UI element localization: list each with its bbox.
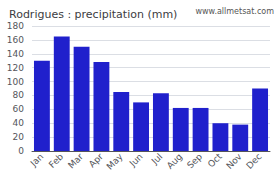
svg-text:Dec: Dec [244, 151, 263, 170]
svg-text:140: 140 [7, 49, 24, 59]
svg-text:Feb: Feb [47, 151, 66, 170]
svg-text:Jun: Jun [127, 151, 145, 169]
svg-text:Jan: Jan [28, 151, 46, 169]
svg-text:Nov: Nov [224, 151, 244, 171]
svg-text:www.allmetsat.com: www.allmetsat.com [196, 7, 275, 16]
svg-text:180: 180 [7, 21, 24, 31]
svg-text:0: 0 [18, 146, 24, 156]
svg-text:Oct: Oct [206, 151, 224, 169]
svg-text:80: 80 [13, 90, 25, 100]
svg-text:May: May [105, 151, 126, 172]
svg-text:60: 60 [13, 104, 25, 114]
svg-text:40: 40 [13, 118, 25, 128]
svg-text:20: 20 [13, 132, 25, 142]
svg-text:100: 100 [7, 77, 24, 87]
svg-text:Mar: Mar [66, 151, 85, 170]
svg-text:Sep: Sep [185, 151, 204, 170]
svg-text:120: 120 [7, 63, 24, 73]
svg-text:Apr: Apr [87, 151, 105, 169]
svg-text:Aug: Aug [165, 151, 184, 170]
svg-text:Jul: Jul [149, 151, 164, 166]
svg-text:160: 160 [7, 35, 24, 45]
svg-text:Rodrigues : precipitation (mm): Rodrigues : precipitation (mm) [9, 8, 177, 21]
